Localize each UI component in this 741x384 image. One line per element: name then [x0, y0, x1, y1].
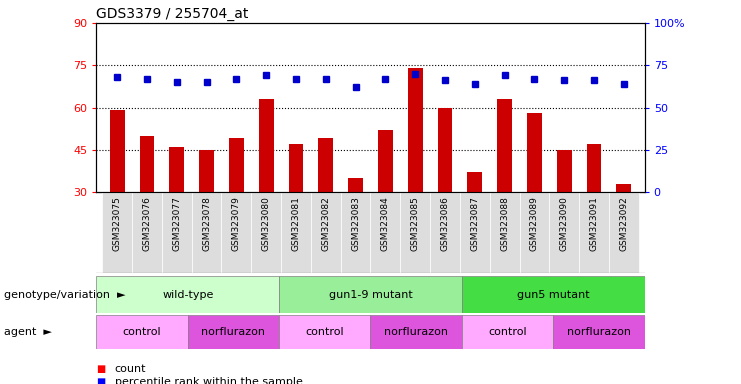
Text: GDS3379 / 255704_at: GDS3379 / 255704_at: [96, 7, 249, 21]
Bar: [378, 130, 393, 192]
Text: gun5 mutant: gun5 mutant: [517, 290, 590, 300]
Text: GSM323092: GSM323092: [619, 196, 628, 251]
Bar: [348, 178, 363, 192]
Text: GSM323083: GSM323083: [351, 196, 360, 251]
Text: GSM323078: GSM323078: [202, 196, 211, 251]
Bar: [430, 192, 460, 273]
Text: gun1-9 mutant: gun1-9 mutant: [328, 290, 413, 300]
Text: GSM323076: GSM323076: [142, 196, 151, 251]
Bar: [549, 192, 579, 273]
Bar: [288, 144, 304, 192]
Bar: [617, 184, 631, 192]
Text: control: control: [305, 327, 344, 337]
Bar: [192, 192, 222, 273]
Bar: [229, 139, 244, 192]
Text: GSM323084: GSM323084: [381, 196, 390, 251]
Text: norflurazon: norflurazon: [384, 327, 448, 337]
Text: GSM323085: GSM323085: [411, 196, 419, 251]
Text: norflurazon: norflurazon: [567, 327, 631, 337]
Text: GSM323087: GSM323087: [471, 196, 479, 251]
Text: wild-type: wild-type: [162, 290, 213, 300]
Bar: [370, 315, 462, 349]
Bar: [259, 99, 273, 192]
Bar: [556, 150, 571, 192]
Bar: [279, 276, 462, 313]
Text: agent  ►: agent ►: [4, 327, 52, 337]
Text: GSM323091: GSM323091: [590, 196, 599, 251]
Text: GSM323081: GSM323081: [291, 196, 301, 251]
Bar: [281, 192, 311, 273]
Bar: [437, 108, 453, 192]
Bar: [408, 68, 422, 192]
Bar: [400, 192, 430, 273]
Bar: [139, 136, 154, 192]
Bar: [497, 99, 512, 192]
Text: GSM323082: GSM323082: [322, 196, 330, 251]
Text: GSM323077: GSM323077: [173, 196, 182, 251]
Text: GSM323080: GSM323080: [262, 196, 270, 251]
Text: GSM323079: GSM323079: [232, 196, 241, 251]
Bar: [341, 192, 370, 273]
Text: ■: ■: [96, 377, 105, 384]
Bar: [162, 192, 192, 273]
Bar: [554, 315, 645, 349]
Bar: [311, 192, 341, 273]
Text: GSM323075: GSM323075: [113, 196, 122, 251]
Bar: [96, 315, 187, 349]
Bar: [222, 192, 251, 273]
Bar: [170, 147, 185, 192]
Text: GSM323089: GSM323089: [530, 196, 539, 251]
Bar: [527, 113, 542, 192]
Text: GSM323090: GSM323090: [559, 196, 568, 251]
Text: ■: ■: [96, 364, 105, 374]
Text: GSM323088: GSM323088: [500, 196, 509, 251]
Text: norflurazon: norflurazon: [202, 327, 265, 337]
Bar: [462, 315, 554, 349]
Bar: [199, 150, 214, 192]
Bar: [251, 192, 281, 273]
Text: GSM323086: GSM323086: [440, 196, 450, 251]
Bar: [587, 144, 602, 192]
Bar: [462, 276, 645, 313]
Bar: [187, 315, 279, 349]
Bar: [96, 276, 279, 313]
Bar: [102, 192, 132, 273]
Bar: [468, 172, 482, 192]
Bar: [110, 110, 124, 192]
Text: control: control: [123, 327, 162, 337]
Bar: [460, 192, 490, 273]
Bar: [132, 192, 162, 273]
Text: genotype/variation  ►: genotype/variation ►: [4, 290, 125, 300]
Bar: [579, 192, 609, 273]
Bar: [519, 192, 549, 273]
Bar: [279, 315, 370, 349]
Text: percentile rank within the sample: percentile rank within the sample: [115, 377, 303, 384]
Bar: [609, 192, 639, 273]
Bar: [319, 139, 333, 192]
Bar: [370, 192, 400, 273]
Text: count: count: [115, 364, 147, 374]
Bar: [490, 192, 519, 273]
Text: control: control: [488, 327, 527, 337]
